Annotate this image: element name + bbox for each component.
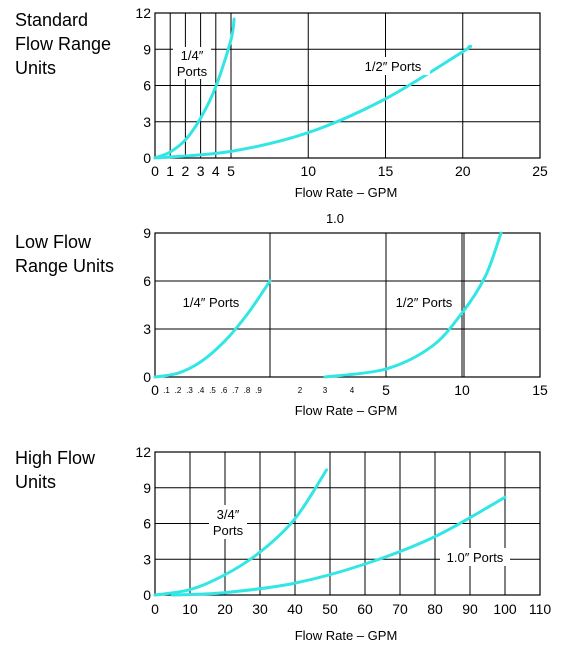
- chart1-x-axis-label: Flow Rate – GPM: [295, 185, 398, 200]
- chart3-series-curve-1: [153, 468, 328, 597]
- chart1-x-tick: 2: [182, 163, 190, 179]
- chart3-x-tick: 100: [493, 601, 517, 617]
- chart2-x-tick-small: .2: [175, 386, 182, 395]
- chart2-series-2-label-bg: [387, 293, 461, 311]
- chart1-series-1-label: Ports: [177, 64, 208, 79]
- chart1-x-tick: 25: [532, 163, 548, 179]
- chart2-series-2-label: 1/2″ Ports: [396, 295, 453, 310]
- chart3-series-2-label: 1.0″ Ports: [447, 550, 504, 565]
- chart3-x-tick: 90: [462, 601, 478, 617]
- chart2-x-tick-small: 2: [298, 386, 303, 395]
- chart1-y-tick: 3: [143, 114, 151, 130]
- chart1-x-tick: 5: [227, 163, 235, 179]
- chart2-title-line: Range Units: [15, 256, 114, 276]
- chart1-y-tick: 6: [143, 78, 151, 94]
- chart3-x-tick: 50: [322, 601, 338, 617]
- chart3-x-tick: 60: [357, 601, 373, 617]
- chart2-x-tick-small: .4: [198, 386, 205, 395]
- chart3-x-tick: 40: [287, 601, 303, 617]
- chart3-x-axis-label: Flow Rate – GPM: [295, 628, 398, 643]
- chart1-series-2-label-bg: [356, 57, 430, 75]
- chart3-y-tick: 3: [143, 551, 151, 567]
- chart3-x-tick: 0: [151, 601, 159, 617]
- chart3-y-tick: 6: [143, 516, 151, 532]
- chart1-y-tick: 12: [135, 5, 151, 21]
- chart1-x-tick: 1: [166, 163, 174, 179]
- chart1-frame: [154, 12, 541, 159]
- chart2-x-tick-small: .6: [221, 386, 228, 395]
- chart3-series-2-label-bg: [440, 548, 510, 566]
- chart2-series-curve-2: [323, 231, 503, 379]
- chart3-title-line: High Flow: [15, 448, 96, 468]
- chart2-y-tick: 0: [143, 369, 151, 385]
- chart2-frame: [154, 232, 541, 378]
- chart1-title-line: Flow Range: [15, 34, 111, 54]
- chart2-x-tick: 15: [532, 382, 548, 398]
- chart1-x-tick: 20: [455, 163, 471, 179]
- chart3-x-tick: 10: [182, 601, 198, 617]
- chart2-y-tick: 6: [143, 273, 151, 289]
- chart3-title-line: Units: [15, 472, 56, 492]
- chart2-x-tick-small: .1: [163, 386, 170, 395]
- chart1-y-tick: 9: [143, 41, 151, 57]
- chart1-title-line: Units: [15, 58, 56, 78]
- chart2-x-tick-small: .7: [232, 386, 239, 395]
- chart2-top-label: 1.0: [326, 211, 344, 226]
- chart3-y-tick: 0: [143, 587, 151, 603]
- chart3-x-tick: 110: [529, 601, 552, 617]
- chart1-x-tick: 10: [300, 163, 316, 179]
- chart3-series-curve-2: [171, 495, 507, 597]
- chart2-series-curve-1: [153, 279, 272, 379]
- chart3-series-1-label-bg: [209, 505, 247, 539]
- chart1-y-tick: 0: [143, 150, 151, 166]
- chart2-series-1-label: 1/4″ Ports: [183, 295, 240, 310]
- chart1-series-1-label-bg: [173, 47, 211, 79]
- chart1-x-tick: 3: [197, 163, 205, 179]
- chart2-y-tick: 3: [143, 321, 151, 337]
- chart2-x-tick-small: .3: [186, 386, 193, 395]
- chart2-x-tick: 10: [454, 382, 470, 398]
- chart2-x-tick-small: .8: [244, 386, 251, 395]
- chart2-title-line: Low Flow: [15, 232, 92, 252]
- chart3-x-tick: 80: [427, 601, 443, 617]
- chart2-x-axis-label: Flow Rate – GPM: [295, 403, 398, 418]
- chart2-x-tick-small: 4: [350, 386, 355, 395]
- chart2-x-tick-small: 3: [323, 386, 328, 395]
- chart2-x-tick: 0: [151, 382, 159, 398]
- chart1-series-curve-2: [153, 44, 473, 160]
- chart2-y-tick: 9: [143, 225, 151, 241]
- chart1-series-curve-1: [153, 17, 236, 160]
- chart2-x-tick-small: .9: [255, 386, 262, 395]
- chart3-series-1-label: 3/4″: [217, 507, 240, 522]
- chart3-x-tick: 30: [252, 601, 268, 617]
- chart1-x-tick: 15: [378, 163, 394, 179]
- chart1-x-tick: 4: [212, 163, 220, 179]
- chart3-frame: [154, 451, 541, 596]
- chart1-title-line: Standard: [15, 10, 88, 30]
- chart2-x-tick-small: .5: [209, 386, 216, 395]
- chart1-x-tick: 0: [151, 163, 159, 179]
- chart2-x-tick: 5: [382, 382, 390, 398]
- chart3-y-tick: 12: [135, 444, 151, 460]
- chart3-x-tick: 70: [392, 601, 408, 617]
- chart3-series-1-label: Ports: [213, 523, 244, 538]
- chart3-x-tick: 20: [217, 601, 233, 617]
- chart2-series-1-label-bg: [179, 293, 243, 311]
- chart1-series-1-label: 1/4″: [181, 48, 204, 63]
- chart3-y-tick: 9: [143, 480, 151, 496]
- chart1-series-2-label: 1/2″ Ports: [365, 59, 422, 74]
